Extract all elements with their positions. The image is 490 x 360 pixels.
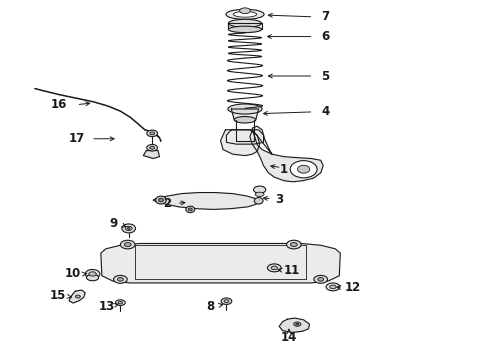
Polygon shape — [153, 193, 259, 210]
Ellipse shape — [234, 117, 256, 123]
Text: 15: 15 — [50, 289, 67, 302]
Text: 3: 3 — [275, 193, 283, 206]
Ellipse shape — [75, 295, 80, 298]
Ellipse shape — [147, 144, 158, 151]
Ellipse shape — [122, 224, 136, 233]
Ellipse shape — [125, 226, 132, 230]
Text: 16: 16 — [51, 98, 68, 111]
Ellipse shape — [221, 298, 232, 305]
Ellipse shape — [297, 165, 310, 173]
Ellipse shape — [287, 240, 301, 249]
Ellipse shape — [326, 283, 340, 291]
Polygon shape — [231, 109, 259, 120]
Text: 11: 11 — [283, 264, 299, 277]
Ellipse shape — [224, 300, 229, 303]
Ellipse shape — [314, 275, 328, 283]
Ellipse shape — [127, 228, 130, 229]
Ellipse shape — [150, 146, 155, 149]
Ellipse shape — [228, 19, 262, 27]
Ellipse shape — [291, 243, 297, 247]
Ellipse shape — [85, 270, 100, 278]
Polygon shape — [250, 130, 323, 182]
Text: 9: 9 — [109, 217, 117, 230]
Ellipse shape — [147, 130, 158, 136]
Text: 6: 6 — [321, 30, 330, 43]
Ellipse shape — [255, 192, 264, 197]
Ellipse shape — [121, 240, 135, 249]
Text: 8: 8 — [207, 300, 215, 313]
Ellipse shape — [186, 206, 195, 213]
Ellipse shape — [240, 8, 250, 14]
Ellipse shape — [253, 186, 266, 193]
Polygon shape — [228, 23, 262, 30]
Ellipse shape — [268, 264, 281, 272]
Ellipse shape — [294, 322, 301, 326]
Ellipse shape — [226, 9, 264, 19]
Ellipse shape — [330, 285, 336, 289]
Ellipse shape — [318, 278, 324, 281]
Text: 7: 7 — [321, 10, 330, 23]
Polygon shape — [101, 243, 340, 283]
Ellipse shape — [124, 243, 131, 247]
Ellipse shape — [86, 274, 98, 281]
Polygon shape — [69, 290, 85, 303]
Text: 5: 5 — [321, 69, 330, 82]
Text: 4: 4 — [321, 105, 330, 118]
Text: 10: 10 — [65, 267, 81, 280]
Ellipse shape — [118, 301, 122, 304]
Polygon shape — [252, 126, 272, 154]
Polygon shape — [220, 130, 260, 156]
Polygon shape — [279, 318, 310, 332]
Ellipse shape — [254, 198, 263, 204]
Ellipse shape — [228, 104, 262, 114]
Ellipse shape — [89, 272, 96, 276]
Ellipse shape — [159, 198, 163, 202]
Ellipse shape — [156, 196, 166, 204]
Text: 14: 14 — [281, 330, 297, 343]
Polygon shape — [144, 150, 159, 158]
Text: 12: 12 — [344, 281, 361, 294]
Ellipse shape — [290, 161, 317, 178]
Ellipse shape — [118, 278, 123, 281]
Ellipse shape — [271, 266, 277, 270]
Ellipse shape — [150, 132, 155, 135]
Text: 2: 2 — [163, 197, 171, 210]
Ellipse shape — [188, 208, 192, 211]
Text: 17: 17 — [68, 132, 85, 145]
Ellipse shape — [114, 275, 127, 283]
Ellipse shape — [116, 300, 125, 306]
Ellipse shape — [296, 323, 299, 325]
Text: 1: 1 — [280, 163, 288, 176]
Polygon shape — [226, 130, 264, 144]
Text: 13: 13 — [99, 300, 115, 313]
Ellipse shape — [228, 26, 262, 33]
Ellipse shape — [233, 12, 257, 17]
